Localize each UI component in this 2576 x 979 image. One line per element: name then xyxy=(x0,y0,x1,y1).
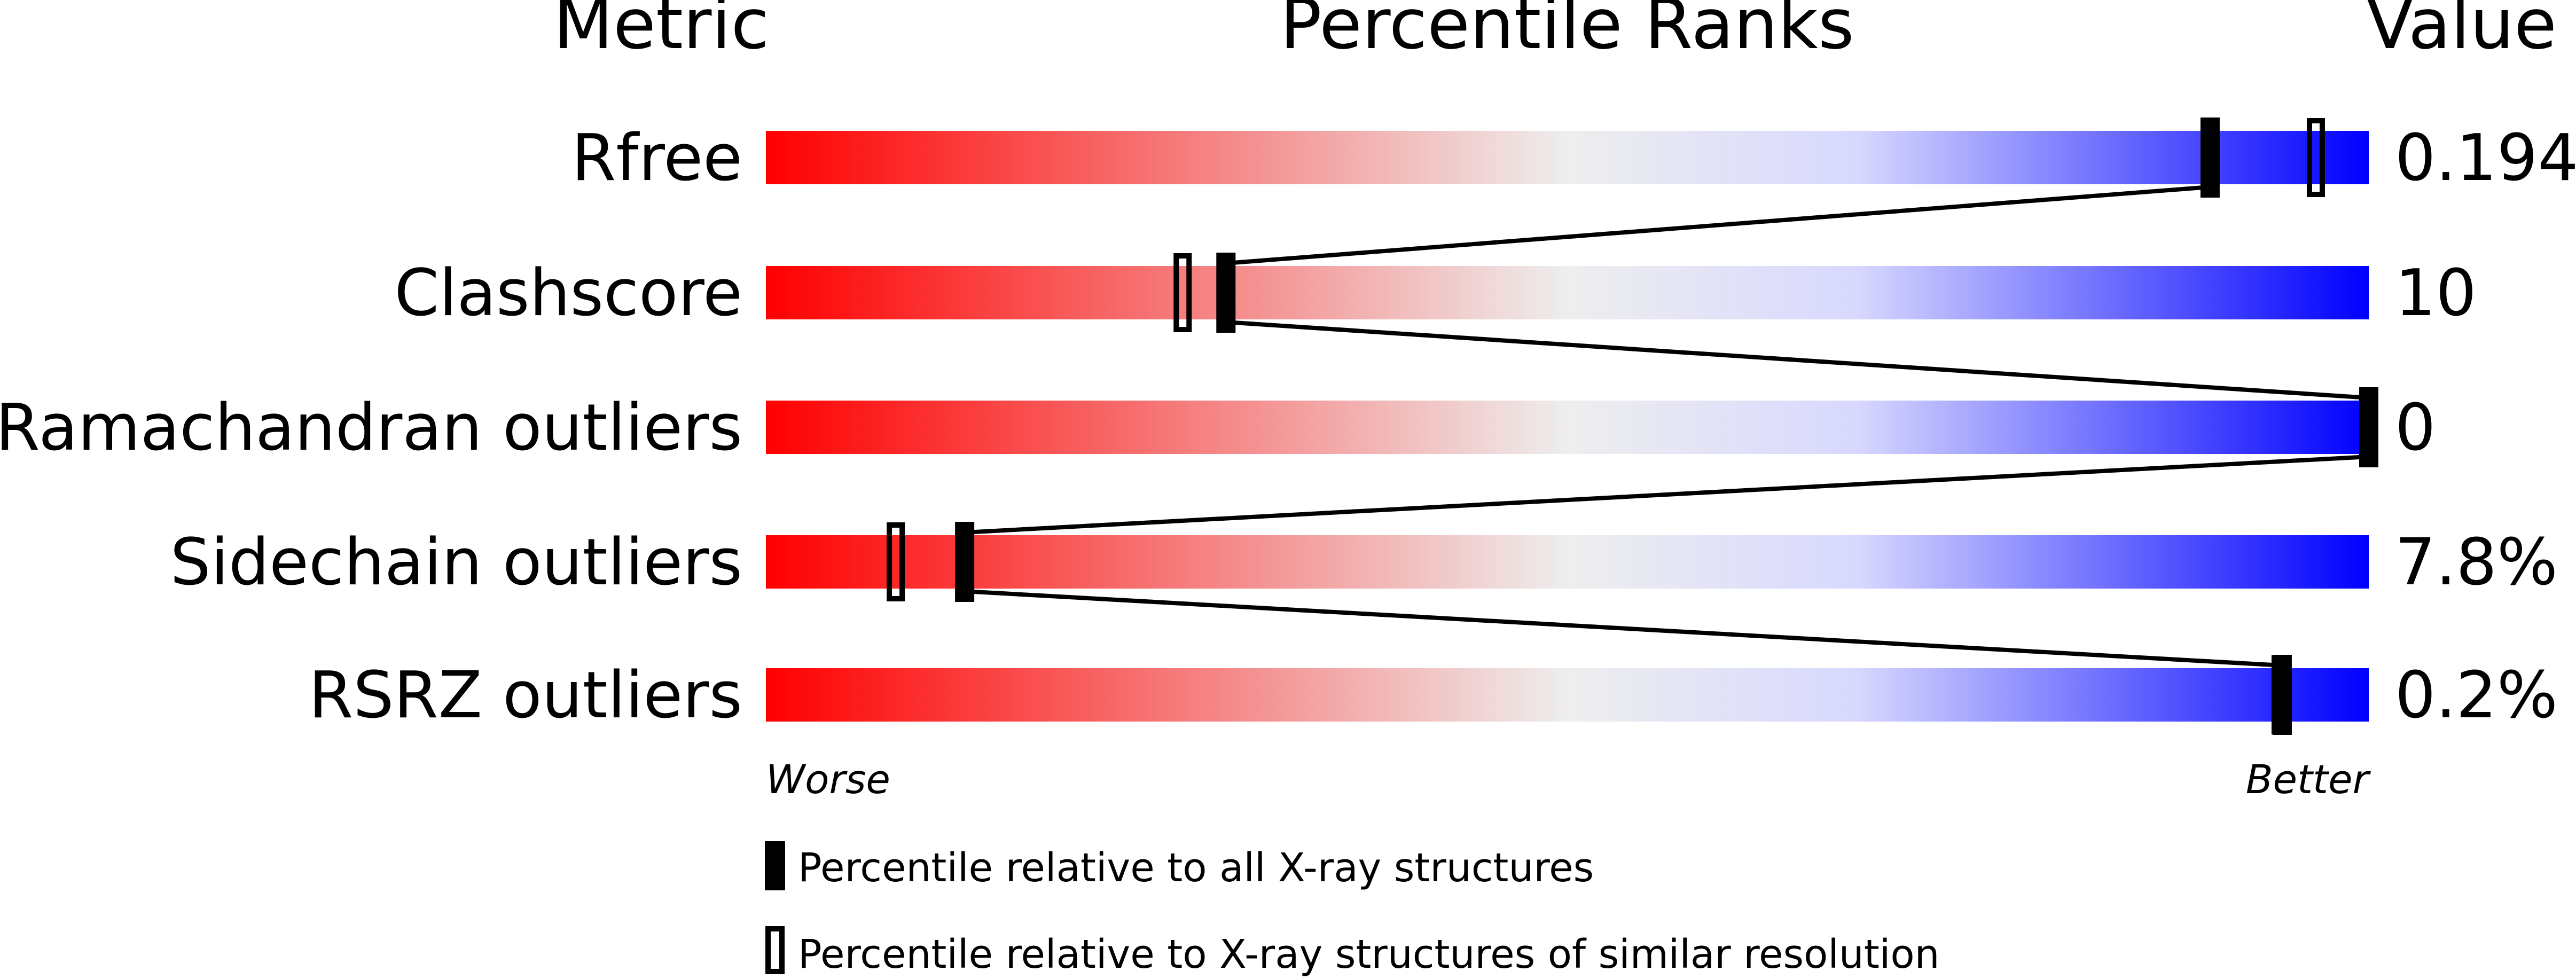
marker-similar-resolution xyxy=(887,522,905,601)
marker-similar-resolution xyxy=(2306,118,2325,197)
header-metric: Metric xyxy=(553,0,769,65)
connector-line xyxy=(964,455,2369,535)
percentile-bar xyxy=(766,668,2369,722)
row-sidechain-outliers: Sidechain outliers 7.8% xyxy=(170,522,2558,602)
legend: Percentile relative to all X-ray structu… xyxy=(765,841,1940,977)
metric-value: 0.194 xyxy=(2395,121,2576,195)
connector-line xyxy=(964,589,2283,668)
marker-all-structures xyxy=(955,522,975,602)
axis-label-worse: Worse xyxy=(766,757,890,803)
legend-label-similar: Percentile relative to X-ray structures … xyxy=(798,931,1940,977)
percentile-bar xyxy=(766,131,2369,184)
marker-all-structures xyxy=(2272,655,2292,735)
row-clashscore: Clashscore 10 xyxy=(394,253,2477,333)
marker-all-structures xyxy=(2200,118,2220,198)
header-value: Value xyxy=(2366,0,2557,65)
row-rfree: Rfree 0.194 xyxy=(571,118,2576,198)
header-percentile-ranks: Percentile Ranks xyxy=(1280,0,1854,65)
metric-value: 0 xyxy=(2395,391,2436,465)
metric-value: 10 xyxy=(2395,256,2477,331)
marker-all-structures xyxy=(2359,387,2378,467)
metric-label: Sidechain outliers xyxy=(170,526,742,600)
legend-filled-marker-icon xyxy=(765,841,785,890)
metric-label: Ramachandran outliers xyxy=(0,391,742,465)
legend-open-marker-icon xyxy=(765,926,785,974)
metric-value: 7.8% xyxy=(2395,526,2558,600)
percentile-bar xyxy=(766,401,2369,454)
marker-similar-resolution xyxy=(1173,253,1192,332)
axis-label-better: Better xyxy=(2246,757,2371,803)
metric-value: 0.2% xyxy=(2395,659,2558,733)
metric-label: Clashscore xyxy=(394,256,742,331)
row-rsrz-outliers: RSRZ outliers 0.2% xyxy=(309,655,2558,735)
connector-line xyxy=(1226,320,2369,400)
row-ramachandran-outliers: Ramachandran outliers 0 xyxy=(0,387,2436,467)
metric-label: Rfree xyxy=(571,121,742,195)
marker-all-structures xyxy=(1216,253,1236,333)
legend-label-all: Percentile relative to all X-ray structu… xyxy=(798,845,1594,891)
percentile-bar xyxy=(766,535,2369,589)
metric-label: RSRZ outliers xyxy=(309,659,742,733)
percentile-bar xyxy=(766,266,2369,319)
connector-line xyxy=(1225,185,2211,265)
